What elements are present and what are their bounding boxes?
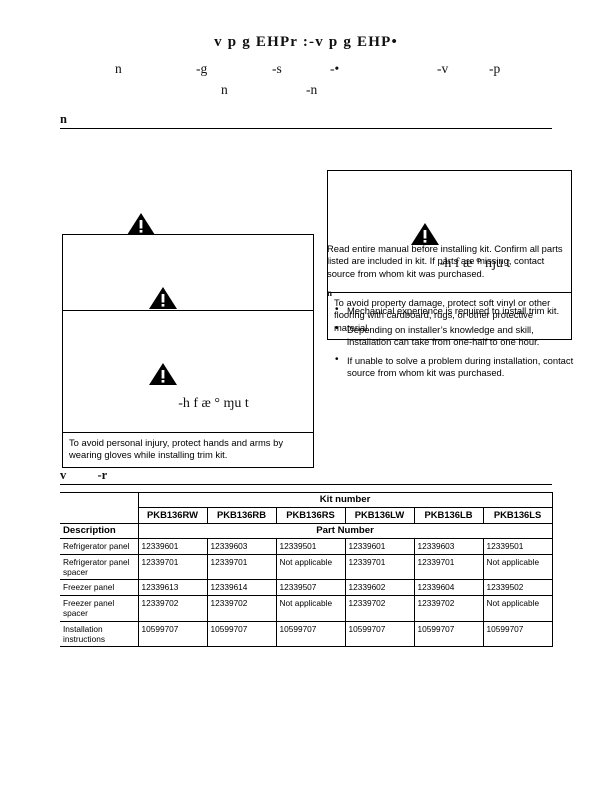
part-number-cell: 12339601 bbox=[344, 538, 415, 555]
subtitle-fragment: -• bbox=[330, 61, 340, 76]
warning-triangle-icon bbox=[148, 254, 178, 309]
list-item: • Depending on installer’s knowledge and… bbox=[333, 322, 575, 349]
part-number-cell: 12339502 bbox=[482, 579, 553, 596]
subtitle-fragment: -v bbox=[437, 61, 449, 76]
part-number-cell: Not applicable bbox=[275, 594, 346, 622]
warning-body-gloves: To avoid personal injury, protect hands … bbox=[69, 437, 284, 461]
table-row: Installation instructions 10599707 10599… bbox=[60, 620, 553, 648]
warning-triangle-icon bbox=[126, 172, 156, 235]
subtitle-fragment: n bbox=[115, 61, 122, 76]
part-number-cell: 10599707 bbox=[137, 620, 208, 648]
warning-label-text: -h f æ ° ɱu t bbox=[178, 396, 249, 411]
part-number-cell: 12339701 bbox=[344, 553, 415, 581]
list-item-text: If unable to solve a problem during inst… bbox=[347, 354, 574, 379]
part-number-cell: 12339702 bbox=[206, 594, 277, 622]
part-number-cell: 12339501 bbox=[482, 538, 553, 555]
table-row: Freezer panel 12339613 12339614 12339507… bbox=[60, 579, 553, 596]
part-number-cell: 10599707 bbox=[413, 620, 484, 648]
row-description: Refrigerator panel bbox=[60, 538, 139, 555]
part-number-cell: 12339701 bbox=[413, 553, 484, 581]
row-description: Refrigerator panel spacer bbox=[60, 553, 139, 581]
part-number-cell: Not applicable bbox=[482, 553, 553, 581]
part-number-cell: 10599707 bbox=[344, 620, 415, 648]
part-number-cell: 12339603 bbox=[413, 538, 484, 555]
bullet-icon: • bbox=[335, 353, 339, 365]
kit-number-cell: PKB136RS bbox=[275, 507, 346, 524]
part-number-cell: 12339702 bbox=[137, 594, 208, 622]
table-header-row-kitnumbers: PKB136RW PKB136RB PKB136RS PKB136LW PKB1… bbox=[60, 507, 553, 524]
warning-box-gloves: -h f æ ° ɱu t To avoid personal injury, … bbox=[62, 310, 314, 468]
part-number-header: Part Number bbox=[137, 522, 553, 540]
kit-number-header: Kit number bbox=[137, 491, 553, 509]
warning-triangle-icon bbox=[148, 330, 178, 385]
section-heading-parts: v -r bbox=[60, 468, 552, 485]
subtitle-fragment: -s bbox=[272, 61, 282, 76]
list-item: • Mechanical experience is required to i… bbox=[333, 304, 575, 318]
part-number-cell: 12339507 bbox=[275, 579, 346, 596]
table-header-row-kit: Kit number bbox=[60, 491, 553, 509]
part-number-cell: 12339501 bbox=[275, 538, 346, 555]
row-description: Freezer panel spacer bbox=[60, 594, 139, 622]
subtitle-fragment: -n bbox=[306, 82, 318, 97]
part-number-cell: 12339701 bbox=[206, 553, 277, 581]
warning-body-flooring: To avoid property damage, protect soft v… bbox=[334, 297, 551, 333]
part-number-cell: 10599707 bbox=[275, 620, 346, 648]
read-manual-paragraph: Read entire manual before installing kit… bbox=[327, 243, 563, 279]
part-number-cell: Not applicable bbox=[275, 553, 346, 581]
bullet-icon: • bbox=[335, 304, 339, 315]
kit-number-cell: PKB136RB bbox=[206, 507, 277, 524]
kit-number-cell: PKB136LS bbox=[482, 507, 553, 524]
list-item: • If unable to solve a problem during in… bbox=[333, 353, 575, 380]
subtitle-fragment: n bbox=[221, 82, 228, 97]
table-corner-cell bbox=[60, 507, 139, 524]
document-title: v p g EHPr :-v p g EHP• bbox=[214, 34, 398, 50]
notes-section-heading: n bbox=[327, 288, 333, 298]
part-number-cell: 12339602 bbox=[344, 579, 415, 596]
parts-table: Kit number PKB136RW PKB136RB PKB136RS PK… bbox=[60, 491, 553, 648]
list-item-text: Mechanical experience is required to ins… bbox=[347, 305, 560, 316]
warning-box-flooring: -h f æ ° ɱu t To avoid property damage, … bbox=[327, 170, 572, 341]
table-row: Freezer panel spacer 12339702 12339702 N… bbox=[60, 594, 553, 622]
table-row: Refrigerator panel spacer 12339701 12339… bbox=[60, 553, 553, 581]
part-number-cell: 12339701 bbox=[137, 553, 208, 581]
notes-list: • Mechanical experience is required to i… bbox=[333, 304, 575, 386]
section-heading-safety: n bbox=[60, 112, 552, 129]
row-description: Installation instructions bbox=[60, 620, 139, 648]
list-item-text: Depending on installer’s knowledge and s… bbox=[347, 323, 540, 348]
subtitle-fragment: -p bbox=[489, 61, 501, 76]
kit-number-cell: PKB136LB bbox=[413, 507, 484, 524]
part-number-cell: 12339702 bbox=[344, 594, 415, 622]
warning-label-bar-gloves: -h f æ ° ɱu t bbox=[63, 311, 313, 433]
part-number-cell: 12339604 bbox=[413, 579, 484, 596]
table-row: Refrigerator panel 12339601 12339603 123… bbox=[60, 538, 553, 555]
kit-number-cell: PKB136LW bbox=[344, 507, 415, 524]
part-number-cell: 10599707 bbox=[482, 620, 553, 648]
description-header: Description bbox=[60, 522, 139, 540]
warning-triangle-icon bbox=[410, 190, 440, 245]
subtitle-fragment: -g bbox=[196, 61, 208, 76]
kit-number-cell: PKB136RW bbox=[137, 507, 208, 524]
row-description: Freezer panel bbox=[60, 579, 139, 596]
part-number-cell: 12339613 bbox=[137, 579, 208, 596]
part-number-cell: 10599707 bbox=[206, 620, 277, 648]
part-number-cell: 12339614 bbox=[206, 579, 277, 596]
table-header-row-partnumber: Description Part Number bbox=[60, 522, 553, 540]
part-number-cell: 12339601 bbox=[137, 538, 208, 555]
table-corner-cell bbox=[60, 491, 139, 508]
part-number-cell: 12339603 bbox=[206, 538, 277, 555]
part-number-cell: 12339702 bbox=[413, 594, 484, 622]
warning-label-bar-flooring: -h f æ ° ɱu t bbox=[328, 171, 571, 293]
bullet-icon: • bbox=[335, 322, 339, 334]
warning-label-text: -h f æ ° ɱu t bbox=[439, 256, 511, 271]
part-number-cell: Not applicable bbox=[482, 594, 553, 622]
